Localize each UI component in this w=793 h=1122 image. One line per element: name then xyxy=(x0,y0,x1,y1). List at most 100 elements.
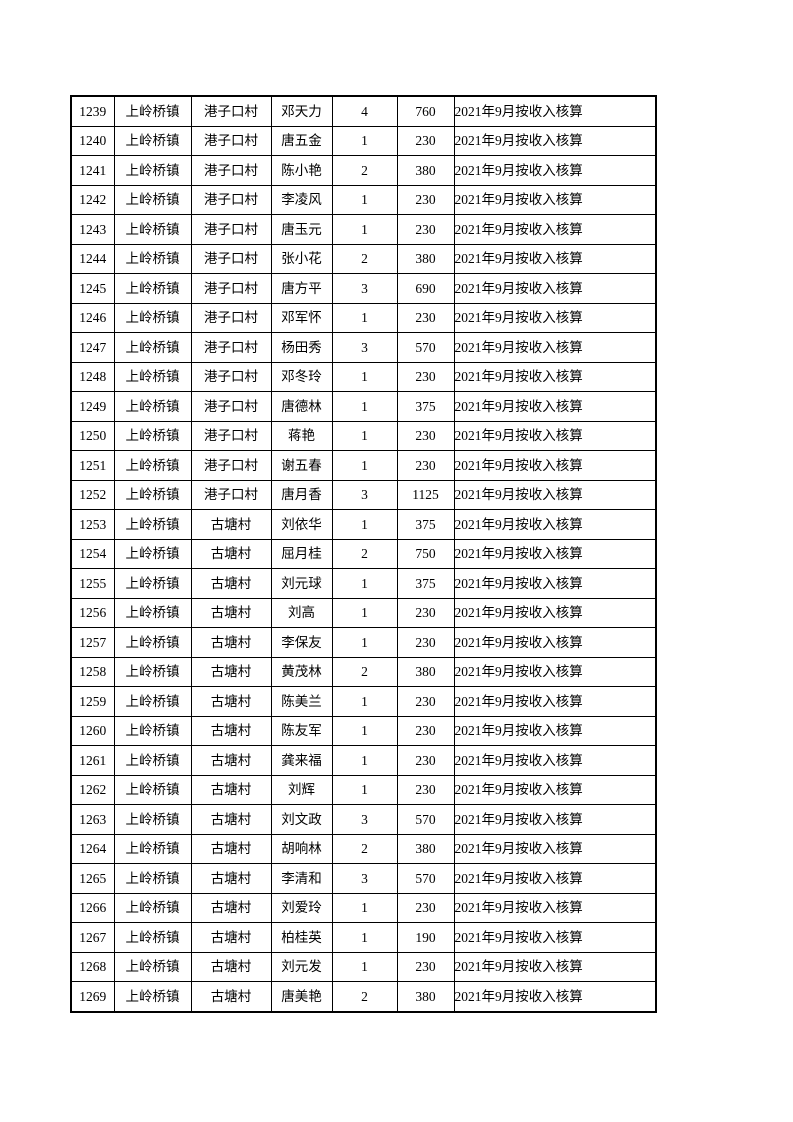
cell-name: 屈月桂 xyxy=(270,538,333,569)
cell-note: 2021年9月按收入核算 xyxy=(453,951,657,982)
cell-name: 刘高 xyxy=(270,597,333,628)
cell-town: 上岭桥镇 xyxy=(113,981,192,1012)
cell-count: 1 xyxy=(331,509,398,540)
cell-note: 2021年9月按收入核算 xyxy=(453,568,657,599)
cell-seq: 1251 xyxy=(70,450,115,481)
cell-count: 1 xyxy=(331,774,398,805)
cell-town: 上岭桥镇 xyxy=(113,332,192,363)
cell-note: 2021年9月按收入核算 xyxy=(453,774,657,805)
table-row: 1258 上岭桥镇 古塘村 黄茂林 2 380 2021年9月按收入核算 xyxy=(70,656,657,687)
table-row: 1247 上岭桥镇 港子口村 杨田秀 3 570 2021年9月按收入核算 xyxy=(70,332,657,363)
cell-note: 2021年9月按收入核算 xyxy=(453,538,657,569)
table-row: 1252 上岭桥镇 港子口村 唐月香 3 1125 2021年9月按收入核算 xyxy=(70,479,657,510)
cell-note: 2021年9月按收入核算 xyxy=(453,627,657,658)
cell-note: 2021年9月按收入核算 xyxy=(453,125,657,156)
cell-town: 上岭桥镇 xyxy=(113,184,192,215)
cell-count: 2 xyxy=(331,243,398,274)
cell-amount: 190 xyxy=(396,922,455,953)
cell-village: 古塘村 xyxy=(190,627,272,658)
cell-count: 3 xyxy=(331,804,398,835)
cell-count: 1 xyxy=(331,568,398,599)
table-row: 1254 上岭桥镇 古塘村 屈月桂 2 750 2021年9月按收入核算 xyxy=(70,538,657,569)
table-row: 1249 上岭桥镇 港子口村 唐德林 1 375 2021年9月按收入核算 xyxy=(70,391,657,422)
cell-town: 上岭桥镇 xyxy=(113,450,192,481)
cell-amount: 230 xyxy=(396,184,455,215)
cell-town: 上岭桥镇 xyxy=(113,155,192,186)
cell-count: 1 xyxy=(331,420,398,451)
cell-seq: 1252 xyxy=(70,479,115,510)
cell-note: 2021年9月按收入核算 xyxy=(453,95,657,127)
cell-village: 港子口村 xyxy=(190,420,272,451)
cell-note: 2021年9月按收入核算 xyxy=(453,922,657,953)
table-row: 1268 上岭桥镇 古塘村 刘元发 1 230 2021年9月按收入核算 xyxy=(70,951,657,982)
cell-name: 陈美兰 xyxy=(270,686,333,717)
table-row: 1256 上岭桥镇 古塘村 刘高 1 230 2021年9月按收入核算 xyxy=(70,597,657,628)
cell-seq: 1268 xyxy=(70,951,115,982)
cell-amount: 230 xyxy=(396,597,455,628)
cell-village: 港子口村 xyxy=(190,155,272,186)
cell-seq: 1240 xyxy=(70,125,115,156)
cell-village: 古塘村 xyxy=(190,951,272,982)
cell-note: 2021年9月按收入核算 xyxy=(453,420,657,451)
cell-note: 2021年9月按收入核算 xyxy=(453,656,657,687)
cell-name: 张小花 xyxy=(270,243,333,274)
cell-note: 2021年9月按收入核算 xyxy=(453,686,657,717)
cell-count: 1 xyxy=(331,302,398,333)
cell-amount: 375 xyxy=(396,568,455,599)
cell-note: 2021年9月按收入核算 xyxy=(453,479,657,510)
cell-town: 上岭桥镇 xyxy=(113,243,192,274)
cell-town: 上岭桥镇 xyxy=(113,833,192,864)
cell-count: 3 xyxy=(331,332,398,363)
cell-amount: 380 xyxy=(396,656,455,687)
cell-count: 2 xyxy=(331,538,398,569)
cell-amount: 230 xyxy=(396,420,455,451)
table-row: 1240 上岭桥镇 港子口村 唐五金 1 230 2021年9月按收入核算 xyxy=(70,125,657,156)
cell-village: 港子口村 xyxy=(190,184,272,215)
cell-seq: 1266 xyxy=(70,892,115,923)
cell-seq: 1262 xyxy=(70,774,115,805)
cell-count: 3 xyxy=(331,273,398,304)
cell-amount: 380 xyxy=(396,981,455,1012)
cell-count: 1 xyxy=(331,745,398,776)
cell-name: 黄茂林 xyxy=(270,656,333,687)
cell-note: 2021年9月按收入核算 xyxy=(453,391,657,422)
table-row: 1245 上岭桥镇 港子口村 唐方平 3 690 2021年9月按收入核算 xyxy=(70,273,657,304)
cell-village: 港子口村 xyxy=(190,479,272,510)
cell-village: 古塘村 xyxy=(190,774,272,805)
cell-name: 邓军怀 xyxy=(270,302,333,333)
cell-village: 古塘村 xyxy=(190,833,272,864)
table-row: 1248 上岭桥镇 港子口村 邓冬玲 1 230 2021年9月按收入核算 xyxy=(70,361,657,392)
cell-town: 上岭桥镇 xyxy=(113,686,192,717)
cell-name: 唐玉元 xyxy=(270,214,333,245)
table-row: 1257 上岭桥镇 古塘村 李保友 1 230 2021年9月按收入核算 xyxy=(70,627,657,658)
cell-village: 古塘村 xyxy=(190,509,272,540)
cell-note: 2021年9月按收入核算 xyxy=(453,273,657,304)
cell-note: 2021年9月按收入核算 xyxy=(453,715,657,746)
table-row: 1253 上岭桥镇 古塘村 刘依华 1 375 2021年9月按收入核算 xyxy=(70,509,657,540)
cell-amount: 1125 xyxy=(396,479,455,510)
cell-note: 2021年9月按收入核算 xyxy=(453,243,657,274)
cell-amount: 230 xyxy=(396,774,455,805)
table-row: 1244 上岭桥镇 港子口村 张小花 2 380 2021年9月按收入核算 xyxy=(70,243,657,274)
cell-seq: 1250 xyxy=(70,420,115,451)
cell-name: 唐美艳 xyxy=(270,981,333,1012)
table-row: 1261 上岭桥镇 古塘村 龚来福 1 230 2021年9月按收入核算 xyxy=(70,745,657,776)
cell-name: 唐德林 xyxy=(270,391,333,422)
cell-town: 上岭桥镇 xyxy=(113,391,192,422)
table-row: 1239 上岭桥镇 港子口村 邓天力 4 760 2021年9月按收入核算 xyxy=(70,95,657,127)
cell-town: 上岭桥镇 xyxy=(113,538,192,569)
cell-name: 刘元球 xyxy=(270,568,333,599)
cell-amount: 375 xyxy=(396,391,455,422)
cell-note: 2021年9月按收入核算 xyxy=(453,833,657,864)
cell-name: 蒋艳 xyxy=(270,420,333,451)
cell-seq: 1267 xyxy=(70,922,115,953)
cell-name: 刘爱玲 xyxy=(270,892,333,923)
table-body: 1239 上岭桥镇 港子口村 邓天力 4 760 2021年9月按收入核算 12… xyxy=(70,95,657,1012)
cell-amount: 380 xyxy=(396,155,455,186)
cell-count: 2 xyxy=(331,981,398,1012)
table-row: 1269 上岭桥镇 古塘村 唐美艳 2 380 2021年9月按收入核算 xyxy=(70,981,657,1012)
cell-town: 上岭桥镇 xyxy=(113,125,192,156)
cell-town: 上岭桥镇 xyxy=(113,922,192,953)
cell-seq: 1257 xyxy=(70,627,115,658)
cell-village: 古塘村 xyxy=(190,745,272,776)
